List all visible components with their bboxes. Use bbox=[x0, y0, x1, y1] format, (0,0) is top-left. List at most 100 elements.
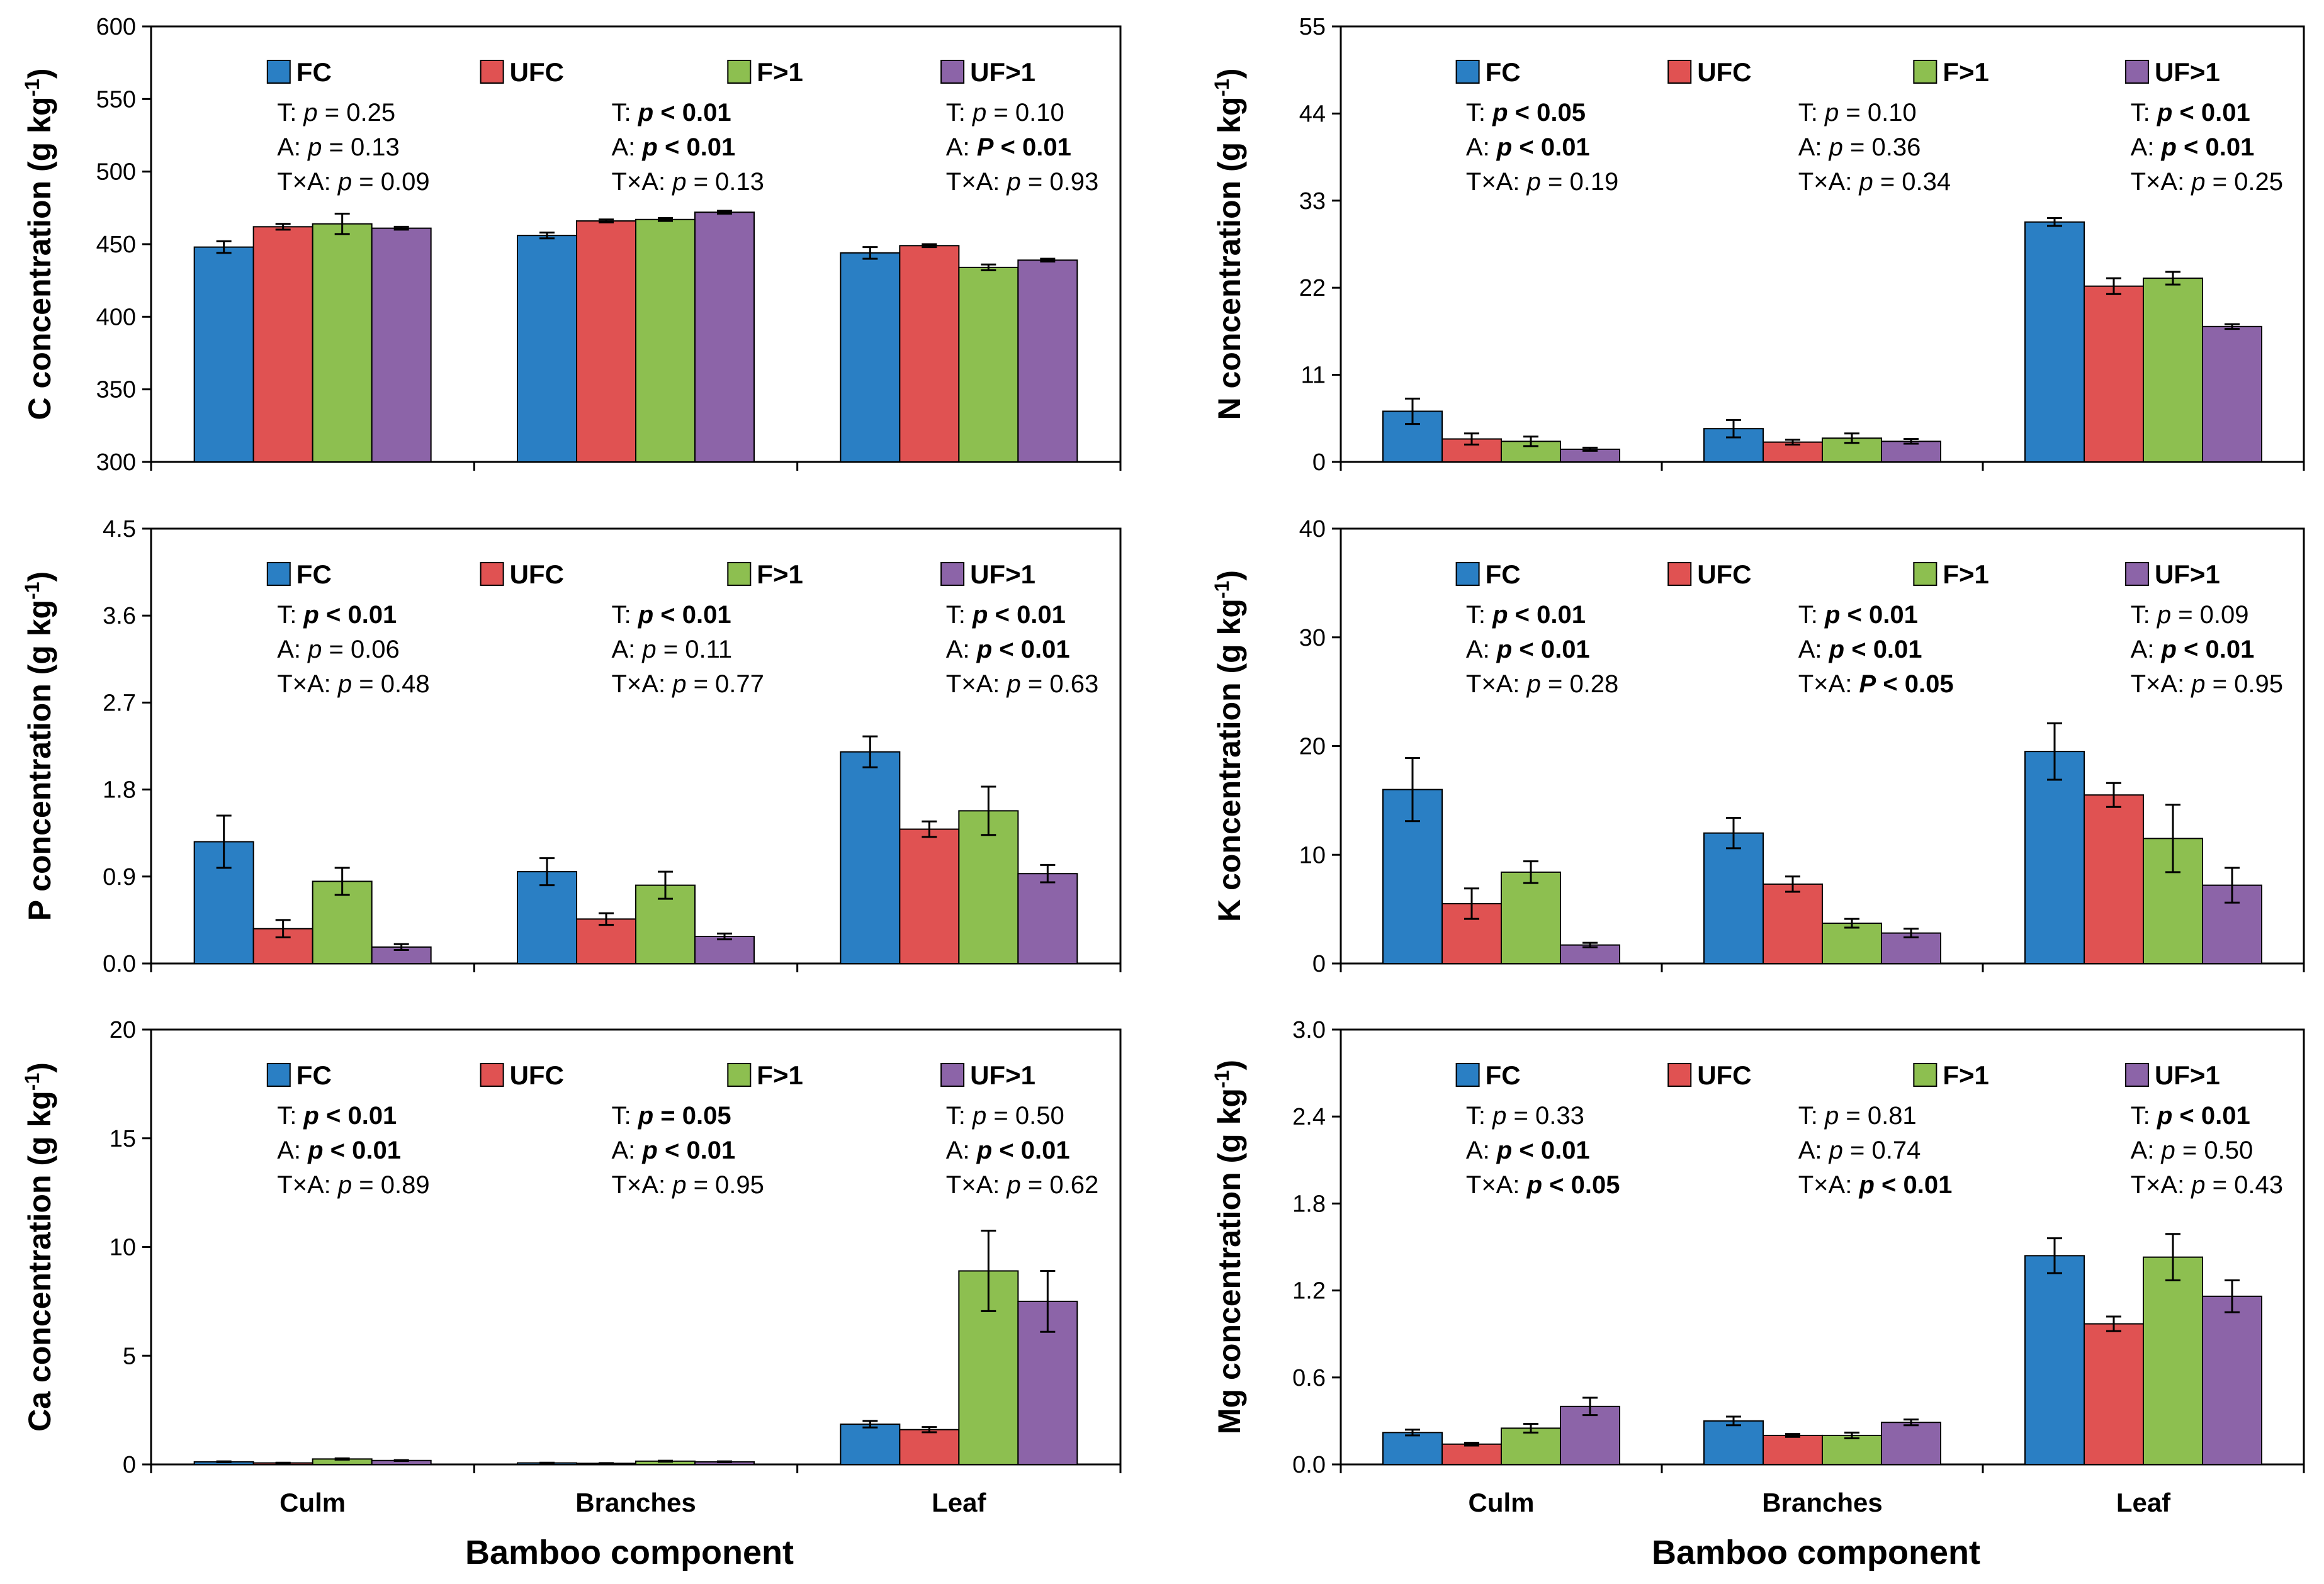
stat-p-symbol: p bbox=[641, 133, 657, 161]
stat-p-value: 0.01 bbox=[686, 1137, 735, 1164]
legend-label-ufgt1: UF>1 bbox=[2155, 559, 2220, 589]
stat-p-symbol: p bbox=[2157, 1102, 2172, 1130]
stat-ta-leaf: T×A: p = 0.63 bbox=[946, 670, 1098, 698]
y-axis-label-superscript: -1 bbox=[21, 79, 43, 96]
stat-t-branches: T: p = 0.05 bbox=[612, 1102, 731, 1130]
stat-operator: = bbox=[1839, 1102, 1868, 1130]
stat-p-value: 0.01 bbox=[1541, 133, 1590, 161]
y-axis-label-superscript: -1 bbox=[21, 581, 43, 599]
bar-c-fgt1-leaf bbox=[958, 266, 1019, 463]
stat-ta-culm: T×A: p = 0.89 bbox=[277, 1171, 429, 1199]
stat-operator: < bbox=[2172, 1102, 2201, 1130]
x-category-leaf: Leaf bbox=[932, 1488, 986, 1517]
stat-p-value: 0.01 bbox=[1903, 1171, 1952, 1199]
stat-ta-branches: T×A: p < 0.01 bbox=[1798, 1171, 1953, 1199]
stat-p-symbol: p bbox=[638, 1102, 653, 1130]
stat-p-value: 0.01 bbox=[347, 1102, 397, 1130]
legend-label-fc: FC bbox=[1486, 1060, 1521, 1090]
stat-operator: < bbox=[319, 601, 348, 629]
stat-operator: = bbox=[1506, 1102, 1535, 1130]
stat-a-leaf: A: p < 0.01 bbox=[2131, 636, 2255, 663]
legend-swatch-fc bbox=[1455, 60, 1480, 84]
stat-effect-label: T: bbox=[612, 601, 638, 629]
stat-ta-branches: T×A: P < 0.05 bbox=[1798, 670, 1954, 698]
x-axis-title: Bamboo component bbox=[1652, 1534, 1980, 1571]
stat-a-branches: A: p = 0.74 bbox=[1798, 1137, 1921, 1164]
y-axis-label-close: ) bbox=[22, 1062, 57, 1073]
stat-ta-branches: T×A: p = 0.77 bbox=[612, 670, 764, 698]
stat-p-value: 0.05 bbox=[1537, 99, 1586, 126]
x-category-culm: Culm bbox=[279, 1488, 346, 1517]
stat-effect-label: T: bbox=[2131, 601, 2157, 629]
stat-p-symbol: p bbox=[2161, 133, 2177, 161]
stat-p-value: 0.05 bbox=[1905, 670, 1954, 698]
stat-t-culm: T: p < 0.01 bbox=[277, 601, 397, 629]
stat-operator: < bbox=[1542, 1171, 1571, 1199]
y-tick-label: 20 bbox=[110, 1017, 136, 1043]
legend-swatch-ufc bbox=[480, 60, 504, 84]
stat-operator: = bbox=[1843, 1137, 1872, 1164]
stat-p-value: 0.19 bbox=[1569, 168, 1618, 196]
y-tick-label: 4.5 bbox=[103, 516, 136, 542]
stat-p-value: 0.01 bbox=[2206, 133, 2255, 161]
stat-t-branches: T: p = 0.10 bbox=[1798, 99, 1917, 126]
stat-p-value: 0.01 bbox=[1021, 636, 1070, 663]
stat-p-symbol: P bbox=[1859, 670, 1876, 698]
bar-n-fc-leaf bbox=[2024, 221, 2085, 463]
stat-operator: < bbox=[992, 636, 1021, 663]
stat-effect-label: T: bbox=[277, 1102, 303, 1130]
legend-swatch-ufc bbox=[1667, 60, 1692, 84]
stat-effect-label: T×A: bbox=[612, 168, 673, 196]
stat-effect-label: T×A: bbox=[1798, 1171, 1859, 1199]
stat-p-symbol: p bbox=[641, 636, 656, 663]
bar-mg-fgt1-branches bbox=[1822, 1434, 1882, 1466]
bar-c-fc-leaf bbox=[840, 252, 901, 463]
stat-effect-label: T×A: bbox=[946, 670, 1007, 698]
stat-effect-label: A: bbox=[1466, 636, 1497, 663]
stat-p-value: 0.01 bbox=[1873, 636, 1922, 663]
x-category-branches: Branches bbox=[575, 1488, 696, 1517]
legend-label-ufc: UFC bbox=[510, 1060, 564, 1090]
legend-swatch-ufc bbox=[480, 562, 504, 586]
stat-operator: = bbox=[2171, 601, 2200, 629]
bar-mg-ufc-branches bbox=[1763, 1434, 1823, 1466]
stat-p-value: 0.01 bbox=[1017, 601, 1066, 629]
stat-p-symbol: p bbox=[1492, 1102, 1506, 1130]
legend-swatch-ufgt1 bbox=[940, 60, 965, 84]
panel-mg: 0.0 0.6 1.2 1.8 2.4 3.0 Mg concentration (g kg… bbox=[1210, 1017, 2305, 1571]
stat-t-leaf: T: p < 0.01 bbox=[2131, 99, 2250, 126]
stat-p-value: 0.74 bbox=[1872, 1137, 1921, 1164]
legend-swatch-fgt1 bbox=[727, 562, 752, 586]
stat-p-value: 0.01 bbox=[352, 1137, 401, 1164]
stat-p-symbol: p bbox=[672, 670, 686, 698]
legend-swatch-fc bbox=[1455, 562, 1480, 586]
stat-effect-label: T: bbox=[1798, 99, 1825, 126]
stat-p-value: 0.36 bbox=[1872, 133, 1921, 161]
stat-effect-label: T×A: bbox=[277, 168, 338, 196]
stat-p-value: 0.81 bbox=[1868, 1102, 1917, 1130]
stat-effect-label: A: bbox=[946, 1137, 977, 1164]
y-tick-label: 10 bbox=[110, 1235, 136, 1261]
y-tick-label: 0.0 bbox=[1292, 1452, 1326, 1478]
stat-operator: < bbox=[653, 99, 682, 126]
stat-p-symbol: p bbox=[672, 168, 686, 196]
y-tick-label: 400 bbox=[96, 304, 136, 330]
stat-p-symbol: p bbox=[2191, 670, 2205, 698]
stat-p-symbol: p bbox=[2161, 1137, 2175, 1164]
stat-p-value: 0.95 bbox=[2234, 670, 2283, 698]
stat-operator: < bbox=[1512, 1137, 1541, 1164]
stat-p-symbol: p bbox=[307, 636, 322, 663]
stat-t-culm: T: p < 0.01 bbox=[1466, 601, 1586, 629]
legend-label-fc: FC bbox=[296, 559, 332, 589]
y-axis-label-close: ) bbox=[22, 68, 57, 79]
stat-p-symbol: p bbox=[976, 636, 992, 663]
y-tick-label: 30 bbox=[1299, 625, 1326, 651]
stat-p-symbol: p bbox=[976, 1137, 992, 1164]
legend-swatch-fgt1 bbox=[1913, 60, 1938, 84]
stat-p-symbol: p bbox=[1007, 670, 1021, 698]
y-tick-label: 350 bbox=[96, 377, 136, 403]
stat-effect-label: T×A: bbox=[277, 670, 338, 698]
stat-p-value: 0.43 bbox=[2234, 1171, 2283, 1199]
stat-a-culm: A: p < 0.01 bbox=[277, 1137, 401, 1164]
stat-t-branches: T: p < 0.01 bbox=[612, 99, 731, 126]
